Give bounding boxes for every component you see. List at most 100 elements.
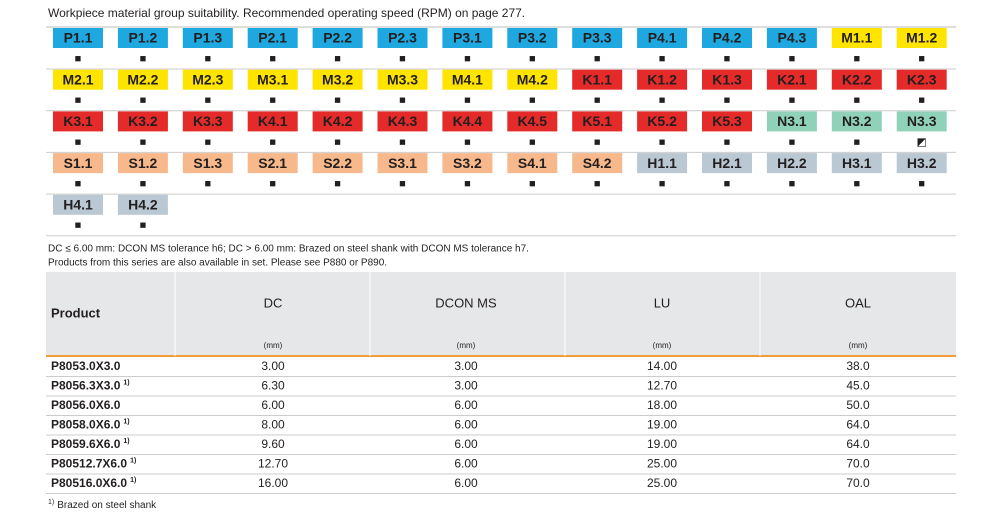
suitability-mark: ■ (853, 136, 860, 148)
material-code: M1.1 (841, 30, 872, 46)
cell: 6.00 (454, 476, 478, 490)
material-badge (896, 69, 947, 90)
table-header-bg (46, 272, 956, 356)
suitability-mark: ■ (724, 136, 731, 148)
material-badge (766, 69, 817, 90)
suitability-mark: ■ (529, 53, 536, 65)
suitability-mark: ■ (659, 136, 666, 148)
unit: (mm) (264, 341, 283, 350)
product: P8059.6X6.0 1) (51, 437, 130, 451)
suitability-mark: ■ (140, 220, 147, 232)
suitability-mark: ■ (204, 53, 211, 65)
product: P80512.7X6.0 1) (51, 457, 136, 471)
material-code: K4.2 (323, 113, 353, 129)
material-badge (637, 111, 688, 132)
material-badge (637, 153, 688, 174)
material-badge (312, 69, 363, 90)
note: DC ≤ 6.00 mm: DCON MS tolerance h6; DC >… (48, 244, 529, 255)
suitability-mark: ■ (853, 53, 860, 65)
product-code: P8056.3X3.0 (51, 379, 121, 393)
suitability-mark: ■ (594, 136, 601, 148)
material-badge (831, 69, 882, 90)
cell: 25.00 (647, 457, 677, 471)
product-code: P8059.6X6.0 (51, 437, 121, 451)
suitability-mark: ■ (464, 136, 471, 148)
cell: 14.00 (647, 359, 677, 373)
cell: 45.0 (846, 379, 870, 393)
suitability-mark: ■ (789, 178, 796, 190)
material-code: M3.2 (322, 71, 353, 87)
material-code: K2.3 (907, 71, 937, 87)
suitability-mark: ■ (659, 53, 666, 65)
material-code: H4.1 (63, 197, 93, 213)
material-badge (117, 69, 168, 90)
material-code: K1.1 (582, 71, 612, 87)
cell: 6.00 (261, 398, 285, 412)
material-badge (117, 111, 168, 132)
unit: (mm) (653, 341, 672, 350)
suitability-mark: ■ (918, 53, 925, 65)
material-badge (702, 153, 752, 174)
suitability-mark: ■ (399, 95, 406, 107)
material-code: K2.2 (842, 71, 872, 87)
material-badge (53, 111, 103, 132)
material-badge (117, 153, 168, 174)
material-code: K4.3 (388, 113, 418, 129)
material-badge (247, 153, 298, 174)
material-code: S3.1 (388, 155, 417, 171)
product-code: P80512.7X6.0 (51, 457, 127, 471)
suitability-mark: ■ (464, 53, 471, 65)
suitability-mark: ■ (75, 53, 82, 65)
material-code: K1.2 (647, 71, 677, 87)
material-badge (507, 153, 558, 174)
material-badge (247, 111, 298, 132)
material-code: K5.3 (712, 113, 742, 129)
suitability-mark: ■ (204, 95, 211, 107)
material-badge (312, 153, 363, 174)
material-badge (442, 28, 493, 48)
cell: 6.00 (454, 437, 478, 451)
material-code: M4.1 (452, 71, 483, 87)
material-badge (766, 111, 817, 132)
material-badge (442, 69, 493, 90)
material-badge (312, 28, 363, 48)
product: P80516.0X6.0 1) (51, 476, 136, 490)
product-code: P8056.0X6.0 (51, 398, 121, 412)
material-code: P2.2 (323, 30, 352, 46)
cell: 12.70 (258, 457, 288, 471)
material-badge (182, 28, 233, 48)
material-badge (896, 28, 947, 48)
suitability-mark: ■ (399, 53, 406, 65)
cell: 19.00 (647, 437, 677, 451)
material-badge (182, 111, 233, 132)
material-badge (377, 111, 428, 132)
suitability-mark: ■ (140, 136, 147, 148)
suitability-mark: ■ (269, 136, 276, 148)
suitability-mark: ■ (594, 95, 601, 107)
material-code: S1.1 (64, 155, 93, 171)
material-badge (247, 69, 298, 90)
material-code: P4.3 (777, 30, 806, 46)
material-code: K4.1 (258, 113, 288, 129)
unit: (mm) (849, 341, 868, 350)
product: P8056.0X6.0 (51, 398, 121, 412)
suitability-mark: ■ (269, 178, 276, 190)
material-badge (831, 153, 882, 174)
material-code: P1.2 (128, 30, 157, 46)
note-mark: 1) (123, 438, 129, 445)
suitability-mark: ■ (918, 178, 925, 190)
material-badge (766, 153, 817, 174)
material-code: S1.2 (128, 155, 157, 171)
material-code: S2.1 (258, 155, 287, 171)
header-cell: DCON MS (435, 295, 497, 310)
material-badge (702, 28, 752, 48)
product: P8053.0X3.0 (51, 359, 121, 373)
material-code: N3.1 (777, 113, 807, 129)
material-badge (117, 28, 168, 48)
material-badge (702, 69, 752, 90)
cell: 70.0 (846, 457, 870, 471)
cell: 6.00 (454, 398, 478, 412)
cell: 3.00 (454, 359, 478, 373)
suitability-mark: ■ (269, 53, 276, 65)
material-code: P2.3 (388, 30, 417, 46)
